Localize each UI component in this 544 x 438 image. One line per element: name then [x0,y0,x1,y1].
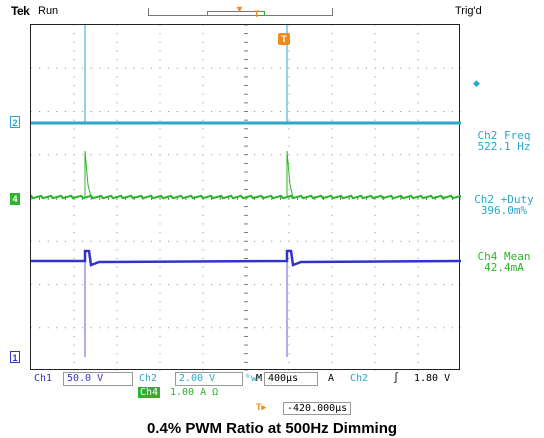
measurement-value: 522.1 Hz [477,140,531,153]
ch1-scale-frame [63,372,133,386]
trigger-label: A [328,373,335,384]
ch2-scale[interactable]: 2.00 V [179,373,216,384]
horizontal-offset-marker-icon: T▸ [256,402,267,412]
trigger-position-marker: ▾ [237,4,243,15]
ch4-spike [286,150,294,198]
run-state: Run [38,5,59,17]
ch2-ground-marker[interactable]: 2 [10,116,20,128]
measurement-ch2-duty: Ch2 +Duty 396.0m% [466,194,542,216]
ch4-trace [31,194,461,200]
measurement-label: Ch2 +Duty [474,193,534,206]
figure-caption: 0.4% PWM Ratio at 500Hz Dimming [146,420,398,437]
trigger-level[interactable]: 1.80 V [414,373,451,384]
waveform-graticule [31,25,461,371]
trigger-slope-icon: ∫ [393,373,400,384]
ch4-scale[interactable]: 1.00 A Ω [170,387,219,398]
waveform-display[interactable] [30,24,461,371]
ch1-scale[interactable]: 50.0 V [67,373,104,384]
trigger-point-marker[interactable]: T [278,33,290,45]
measurement-ch2-freq: Ch2 Freq 522.1 Hz [466,130,542,152]
trigger-t-indicator: T [254,9,260,19]
ch1-trace [31,249,461,267]
ch1-label[interactable]: Ch1 [34,373,53,384]
trigger-state: Trig'd [455,5,482,17]
ch4-label[interactable]: Ch4 [138,387,161,398]
ch4-ground-marker[interactable]: 4 [10,193,20,205]
horizontal-offset-value[interactable]: -420.000µs [283,402,352,415]
measurement-label: Ch2 Freq [477,129,531,142]
bandwidth-limit-icon: ᵇw [245,373,258,384]
timebase-label: M [256,373,263,384]
ch4-offscreen-arrow-icon: ◆ [473,78,480,88]
top-bar: Tek Run ▾ T Trig'd [0,0,544,22]
measurement-label: Ch4 Mean [477,250,531,263]
ch2-label[interactable]: Ch2 [139,373,158,384]
timebase-frame [264,372,318,386]
status-bar: Ch1 50.0 V Ch2 2.00 V ᵇw M 400µs A Ch2 ∫… [30,372,460,386]
measurement-value: 396.0m% [480,204,528,217]
ch1-ground-marker[interactable]: 1 [10,351,20,363]
timebase-value[interactable]: 400µs [268,373,299,384]
ch4-spike [84,150,92,198]
brand-logo: Tek [11,4,30,18]
record-window-indicator [207,11,265,16]
measurement-ch4-mean: Ch4 Mean 42.4mA [466,251,542,273]
trigger-source[interactable]: Ch2 [350,373,369,384]
ch2-scale-frame [175,372,243,386]
measurement-value: 42.4mA [484,261,524,274]
